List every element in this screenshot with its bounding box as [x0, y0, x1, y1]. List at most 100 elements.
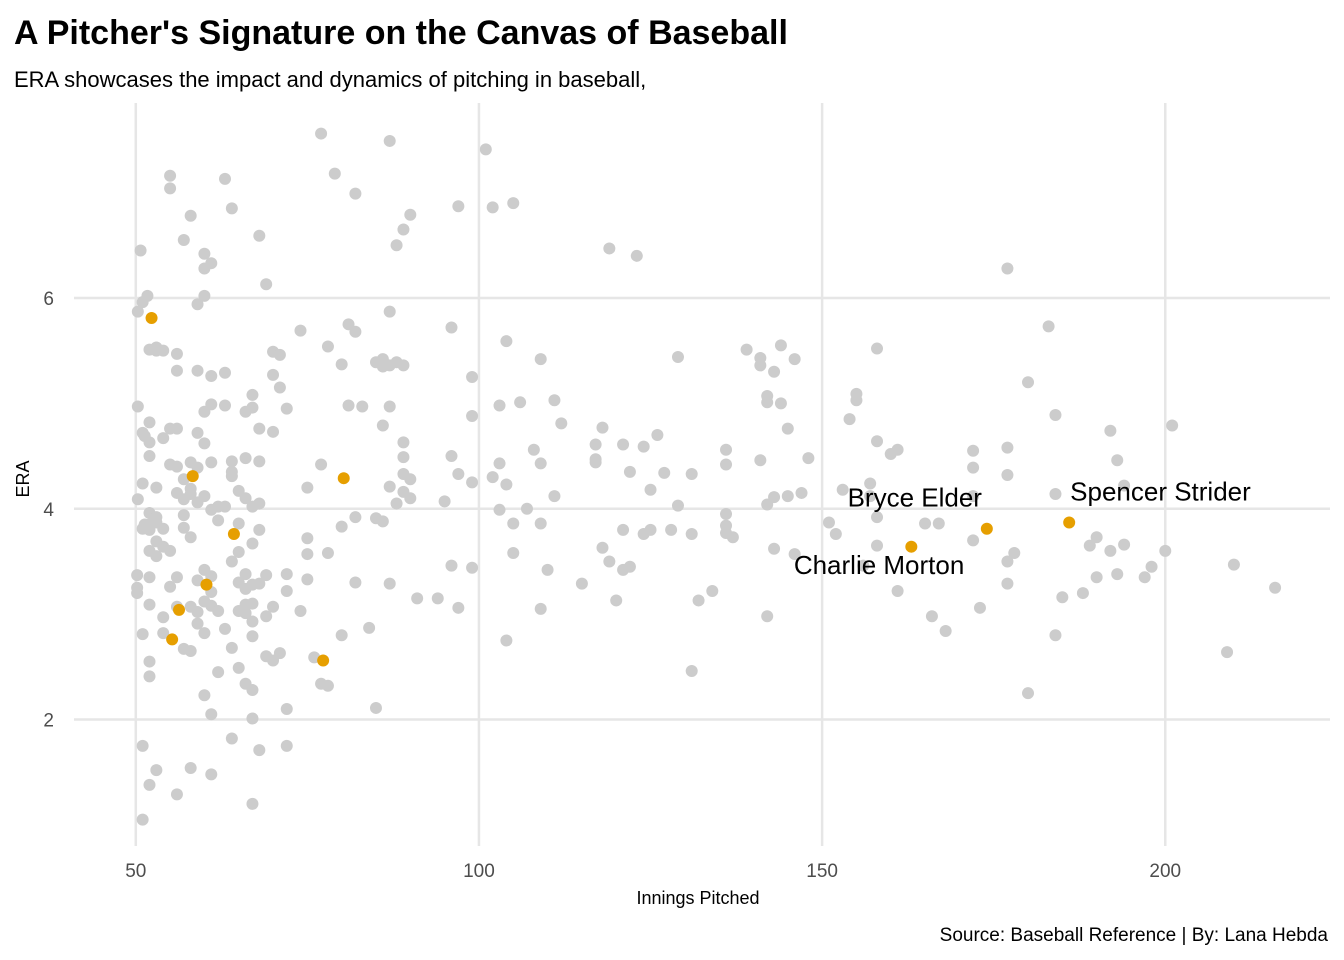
data-point — [143, 655, 156, 668]
point-label: Spencer Strider — [1070, 476, 1251, 506]
data-point — [1022, 687, 1035, 700]
data-point — [267, 425, 280, 438]
x-axis-title: Innings Pitched — [636, 888, 759, 908]
data-point — [198, 247, 211, 260]
data-point — [164, 169, 177, 182]
data-point — [644, 483, 657, 496]
data-point — [479, 143, 492, 156]
data-point — [212, 604, 225, 617]
data-point — [280, 739, 293, 752]
data-point — [1001, 262, 1014, 275]
data-point — [397, 451, 410, 464]
data-point — [1001, 469, 1014, 482]
data-point — [1111, 454, 1124, 467]
data-point — [630, 249, 643, 262]
y-tick-label: 4 — [43, 500, 54, 521]
data-point — [131, 493, 144, 506]
data-point — [466, 561, 479, 574]
data-point — [596, 541, 609, 554]
data-point — [829, 528, 842, 541]
base-points-layer — [131, 127, 1282, 826]
data-point — [280, 584, 293, 597]
data-point — [466, 476, 479, 489]
data-point — [754, 359, 767, 372]
data-point — [706, 584, 719, 597]
data-point — [349, 187, 362, 200]
data-point — [184, 762, 197, 775]
data-point — [692, 594, 705, 607]
data-point — [260, 610, 273, 623]
data-point — [781, 422, 794, 435]
data-point — [1049, 487, 1062, 500]
data-point — [534, 457, 547, 470]
data-point — [246, 388, 259, 401]
data-point — [685, 467, 698, 480]
data-point — [610, 594, 623, 607]
data-point — [685, 665, 698, 678]
data-point — [967, 490, 980, 503]
data-point — [1042, 320, 1055, 333]
data-point — [205, 768, 218, 781]
data-point — [939, 625, 952, 638]
data-point — [246, 712, 259, 725]
data-point — [527, 443, 540, 456]
data-point — [548, 490, 561, 503]
data-point — [335, 520, 348, 533]
data-point — [253, 744, 266, 757]
data-point — [335, 358, 348, 371]
data-point — [267, 368, 280, 381]
data-point — [205, 398, 218, 411]
data-point — [617, 523, 630, 536]
data-point — [404, 208, 417, 221]
data-point — [651, 428, 664, 441]
data-point — [967, 461, 980, 474]
data-point — [802, 452, 815, 465]
data-point — [671, 499, 684, 512]
data-point — [143, 778, 156, 791]
chart-title: A Pitcher's Signature on the Canvas of B… — [14, 14, 788, 52]
data-point — [150, 550, 163, 563]
data-point — [134, 244, 147, 257]
data-point — [349, 325, 362, 338]
data-point — [349, 576, 362, 589]
data-point — [301, 481, 314, 494]
data-point — [157, 522, 170, 535]
data-point — [857, 559, 870, 572]
data-point — [925, 610, 938, 623]
data-point — [768, 542, 781, 555]
data-point — [548, 394, 561, 407]
data-point — [184, 487, 197, 500]
data-point — [198, 490, 211, 503]
data-point — [150, 764, 163, 777]
x-tick-label: 50 — [125, 861, 146, 882]
data-point — [534, 353, 547, 366]
data-point — [383, 134, 396, 147]
data-point — [184, 209, 197, 222]
data-point — [170, 364, 183, 377]
data-point — [603, 242, 616, 255]
data-point — [191, 606, 204, 619]
data-point — [143, 416, 156, 429]
data-point — [761, 396, 774, 409]
data-point — [623, 465, 636, 478]
highlighted-data-point — [980, 522, 993, 535]
data-point — [301, 532, 314, 545]
data-point — [225, 641, 238, 654]
data-point — [383, 305, 396, 318]
data-point — [184, 531, 197, 544]
data-point — [768, 365, 781, 378]
data-point — [726, 531, 739, 544]
data-point — [575, 577, 588, 590]
data-point — [246, 401, 259, 414]
data-point — [637, 440, 650, 453]
data-point — [205, 257, 218, 270]
data-point — [280, 702, 293, 715]
data-point — [397, 223, 410, 236]
data-point — [157, 627, 170, 640]
data-point — [768, 491, 781, 504]
data-point — [342, 399, 355, 412]
data-point — [740, 343, 753, 356]
data-point — [1166, 419, 1179, 432]
data-point — [1221, 646, 1234, 659]
